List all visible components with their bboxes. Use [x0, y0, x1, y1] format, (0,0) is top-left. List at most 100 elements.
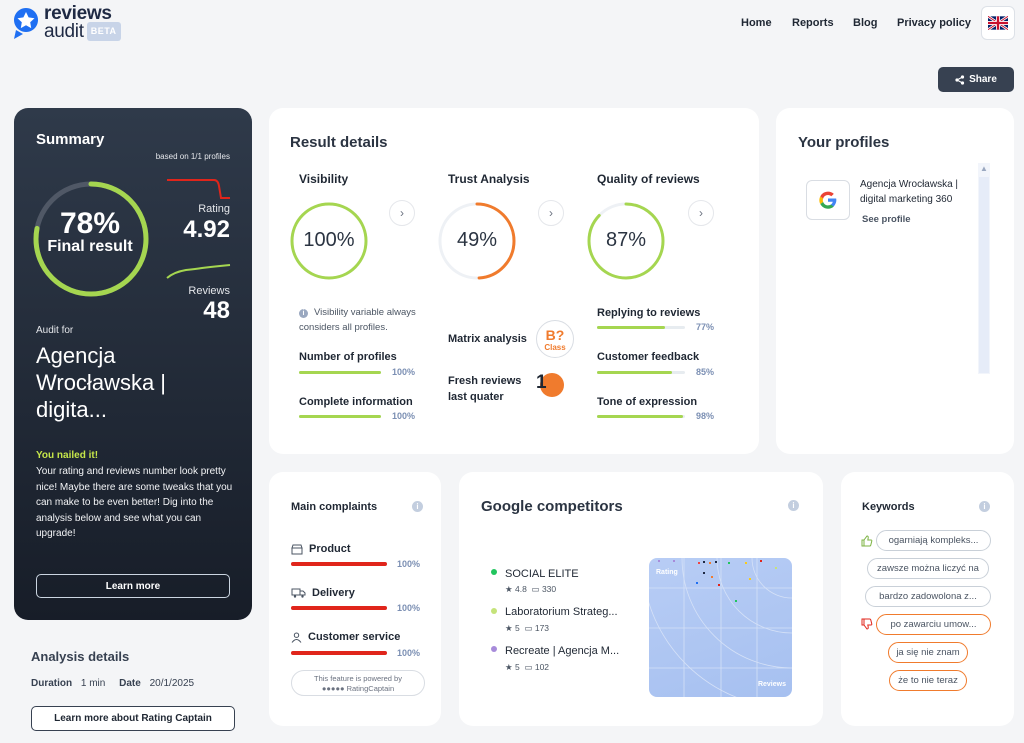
- competitors-info-icon[interactable]: i: [788, 500, 799, 511]
- fresh-reviews-label: Fresh reviews last quater: [448, 375, 522, 403]
- class-label: Class: [544, 343, 566, 352]
- google-icon: [819, 191, 837, 209]
- complaint-product: Product: [291, 543, 351, 555]
- number-of-profiles-bar: [299, 371, 381, 374]
- learn-more-rating-captain-button[interactable]: Learn more about Rating Captain: [31, 706, 235, 731]
- reviews-value: 48: [203, 297, 230, 324]
- summary-message: Your rating and reviews number look pret…: [36, 466, 233, 540]
- box-icon: [291, 544, 303, 554]
- competitor-name[interactable]: SOCIAL ELITE: [505, 568, 579, 580]
- thumbs-down-icon: [861, 618, 873, 630]
- tone-of-expression-value: 98%: [696, 411, 715, 421]
- matrix-analysis-label: Matrix analysis: [448, 333, 527, 345]
- result-details-title: Result details: [290, 134, 388, 151]
- keyword-negative[interactable]: ja się nie znam: [888, 642, 968, 663]
- result-details-card: [269, 108, 759, 454]
- competitor-name[interactable]: Laboratorium Strateg...: [505, 606, 618, 618]
- metric-tone-of-expression: Tone of expression: [597, 396, 698, 408]
- trust-chevron-right-icon[interactable]: ›: [538, 200, 564, 226]
- competitor-rating: 4.8: [514, 584, 527, 594]
- your-profiles-title: Your profiles: [798, 134, 890, 151]
- keyword-positive[interactable]: bardzo zadowolona z...: [865, 586, 991, 607]
- powered-by-badge[interactable]: This feature is powered by ●●●●● RatingC…: [291, 670, 425, 696]
- class-grade: B?: [545, 327, 565, 343]
- summary-panel: Summary based on 1/1 profiles 78% Final …: [14, 108, 252, 620]
- logo-text-audit: audit: [44, 21, 84, 42]
- nav-blog[interactable]: Blog: [853, 17, 878, 29]
- complaint-delivery-label: Delivery: [312, 587, 355, 599]
- visibility-ring: [290, 202, 368, 280]
- profile-name: Agencja Wrocławska | digital marketing 3…: [860, 179, 959, 205]
- rating-sparkline: [167, 179, 230, 199]
- competitor-meta: ★ 5 ▭ 102: [505, 662, 550, 672]
- summary-headline: You nailed it!: [36, 450, 99, 461]
- summary-title: Summary: [36, 131, 105, 148]
- competitor-rating: 5: [514, 662, 520, 672]
- beta-badge: BETA: [86, 22, 121, 41]
- keyword-negative[interactable]: po zawarciu umow...: [876, 614, 991, 635]
- competitor-name[interactable]: Recreate | Agencja M...: [505, 645, 620, 657]
- metric-complete-information: Complete information: [299, 396, 413, 408]
- see-profile-link[interactable]: See profile: [862, 214, 911, 225]
- competitor-rating: 5: [514, 623, 520, 633]
- analysis-details-title: Analysis details: [31, 649, 130, 664]
- share-button[interactable]: Share: [938, 67, 1014, 92]
- product-complaint-bar: [291, 562, 387, 566]
- profiles-scrollbar-thumb[interactable]: [979, 177, 989, 373]
- complaint-customer-service-label: Customer service: [308, 631, 401, 643]
- google-profile-logo[interactable]: [806, 180, 850, 220]
- visibility-chevron-right-icon[interactable]: ›: [389, 200, 415, 226]
- fresh-reviews-indicator: [540, 373, 564, 397]
- truck-icon: [291, 588, 306, 598]
- language-button[interactable]: [981, 6, 1015, 40]
- metric-number-of-profiles: Number of profiles: [299, 351, 397, 363]
- quality-value: 87%: [605, 229, 647, 251]
- complaint-delivery: Delivery: [291, 587, 355, 599]
- competitor-dot: [491, 569, 497, 575]
- header: reviews audit BETA Home Reports Blog Priv…: [0, 0, 1024, 48]
- rating-captain-stars-icon: ●●●●●: [321, 684, 347, 693]
- trust-analysis-title: Trust Analysis: [448, 172, 530, 186]
- keyword-positive[interactable]: ogarniają kompleks...: [876, 530, 991, 551]
- learn-more-button[interactable]: Learn more: [36, 574, 230, 598]
- keyword-negative[interactable]: że to nie teraz: [889, 670, 967, 691]
- visibility-value: 100%: [303, 229, 355, 251]
- logo[interactable]: reviews audit BETA: [12, 4, 121, 42]
- quality-ring: [587, 202, 665, 280]
- company-name: Agencja Wrocławska | digita...: [36, 343, 167, 422]
- customer-feedback-bar: [597, 371, 685, 374]
- share-label: Share: [969, 74, 997, 85]
- nav-privacy-policy[interactable]: Privacy policy: [897, 17, 971, 29]
- quality-chevron-right-icon[interactable]: ›: [688, 200, 714, 226]
- competitor-reviews: 330: [541, 584, 557, 594]
- product-complaint-value: 100%: [397, 559, 421, 569]
- competitor-dot: [491, 608, 497, 614]
- thumbs-up-icon: [861, 535, 873, 547]
- trust-ring: [438, 202, 516, 280]
- keywords-info-icon[interactable]: i: [979, 501, 990, 512]
- based-on-text: based on 1/1 profiles: [155, 152, 230, 161]
- scroll-up-icon[interactable]: ▲: [980, 164, 988, 173]
- tone-of-expression-bar: [597, 415, 685, 418]
- date-label: Date: [119, 678, 141, 689]
- nav-reports[interactable]: Reports: [792, 17, 834, 29]
- info-icon: i: [299, 309, 308, 318]
- competitor-meta: ★ 4.8 ▭ 330: [505, 584, 557, 594]
- complaints-info-icon[interactable]: i: [412, 501, 423, 512]
- complete-information-bar: [299, 415, 381, 418]
- share-icon: [955, 74, 965, 85]
- audit-for-label: Audit for: [36, 325, 74, 336]
- replying-bar: [597, 326, 685, 329]
- customer-service-complaint-value: 100%: [397, 648, 421, 658]
- delivery-complaint-value: 100%: [397, 603, 421, 613]
- metric-replying: Replying to reviews: [597, 307, 701, 319]
- complaint-customer-service: Customer service: [291, 631, 400, 643]
- keyword-positive[interactable]: zawsze można liczyć na: [867, 558, 989, 579]
- duration-value: 1 min: [80, 678, 106, 689]
- replying-value: 77%: [696, 322, 715, 332]
- delivery-complaint-bar: [291, 606, 387, 610]
- nav-home[interactable]: Home: [741, 17, 772, 29]
- final-result-percent: 78%: [59, 207, 121, 240]
- plot-y-label: Rating: [656, 569, 678, 576]
- competitor-dot: [491, 646, 497, 652]
